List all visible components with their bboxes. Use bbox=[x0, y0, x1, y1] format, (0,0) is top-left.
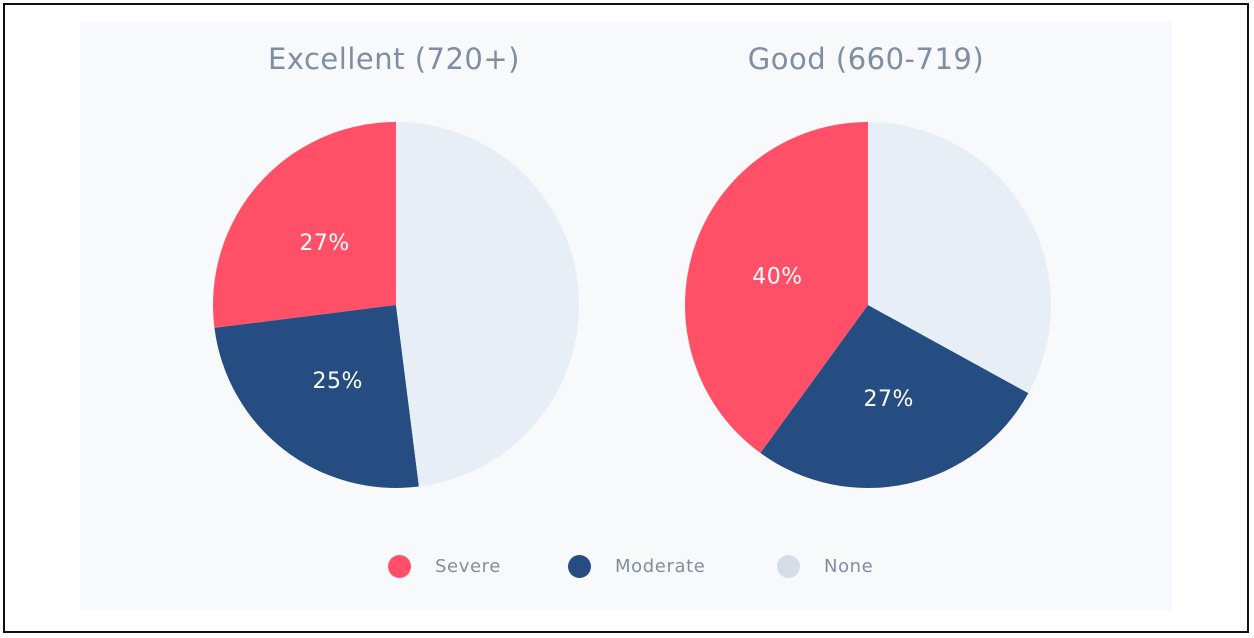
pie-slice-0-severe bbox=[213, 122, 396, 328]
pie-slice-1-severe bbox=[685, 122, 868, 454]
pie-slice-0-none bbox=[396, 122, 580, 487]
pie-label-0-moderate: 25% bbox=[312, 369, 362, 394]
pie-slice-0-moderate bbox=[214, 305, 419, 488]
legend-swatch-none bbox=[777, 555, 800, 578]
legend-swatch-moderate bbox=[568, 555, 591, 578]
legend-label-moderate: Moderate bbox=[615, 556, 706, 577]
legend-item-severe: Severe bbox=[388, 555, 501, 578]
pie-label-1-moderate: 27% bbox=[864, 387, 914, 412]
pie-slice-1-none bbox=[868, 122, 1051, 394]
legend-label-none: None bbox=[824, 556, 874, 577]
legend-label-severe: Severe bbox=[435, 556, 501, 577]
chart-title-excellent: Excellent (720+) bbox=[268, 42, 520, 76]
legend-item-none: None bbox=[777, 555, 873, 578]
legend: Severe Moderate None bbox=[0, 555, 1254, 581]
chart-title-good: Good (660-719) bbox=[747, 42, 985, 76]
pie-label-0-severe: 27% bbox=[299, 231, 349, 256]
legend-swatch-severe bbox=[388, 555, 411, 578]
pie-label-1-severe: 40% bbox=[752, 265, 802, 290]
legend-item-moderate: Moderate bbox=[568, 555, 705, 578]
pie-slice-1-moderate bbox=[760, 305, 1029, 488]
